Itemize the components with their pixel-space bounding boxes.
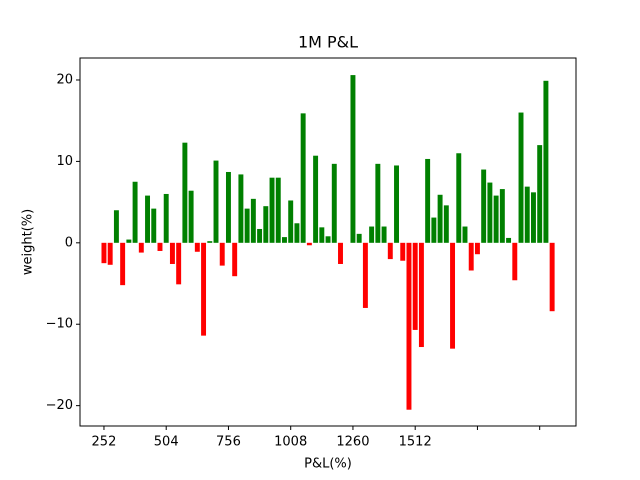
bar bbox=[530, 192, 536, 243]
bar bbox=[456, 153, 462, 243]
bar bbox=[107, 242, 113, 265]
x-axis-label: P&L(%) bbox=[304, 457, 352, 472]
x-tick-label: 756 bbox=[216, 435, 241, 450]
bar bbox=[462, 226, 468, 243]
bar bbox=[362, 242, 368, 308]
bar bbox=[138, 242, 144, 253]
bar bbox=[543, 80, 549, 243]
bar bbox=[101, 242, 107, 264]
bar bbox=[126, 239, 132, 243]
x-tick-label: 1260 bbox=[336, 435, 369, 450]
bar bbox=[412, 242, 418, 330]
bar bbox=[431, 217, 437, 243]
bar bbox=[120, 242, 126, 286]
bar bbox=[213, 160, 219, 243]
bar bbox=[232, 242, 238, 277]
x-tick-label: 1512 bbox=[399, 435, 432, 450]
bar bbox=[481, 169, 487, 243]
bar bbox=[194, 242, 200, 252]
bar bbox=[263, 206, 269, 243]
bar bbox=[338, 242, 343, 264]
bar bbox=[113, 210, 119, 243]
bar bbox=[163, 193, 169, 243]
bar bbox=[468, 242, 474, 271]
bar bbox=[207, 241, 213, 243]
bar bbox=[306, 242, 312, 246]
bar bbox=[450, 242, 456, 349]
bar bbox=[201, 242, 207, 336]
x-tick-label: 504 bbox=[154, 435, 179, 450]
y-tick-label: 0 bbox=[65, 235, 73, 250]
bar bbox=[257, 228, 263, 243]
bar bbox=[145, 195, 151, 243]
bar bbox=[282, 237, 287, 243]
bar bbox=[300, 113, 306, 243]
bar bbox=[188, 190, 194, 243]
bar bbox=[313, 155, 319, 243]
y-axis-label: weight(%) bbox=[21, 209, 36, 275]
bar bbox=[356, 233, 362, 243]
y-tick-label: 10 bbox=[56, 154, 73, 169]
bar bbox=[151, 208, 157, 243]
y-tick-label: 20 bbox=[56, 72, 73, 87]
chart-title: 1M P&L bbox=[298, 33, 358, 52]
bar bbox=[406, 242, 412, 410]
bar bbox=[269, 177, 275, 243]
bar bbox=[331, 163, 337, 243]
bar bbox=[381, 226, 387, 243]
x-tick-label: 252 bbox=[92, 435, 117, 450]
bar bbox=[238, 174, 244, 243]
bar bbox=[493, 195, 499, 243]
bar bbox=[250, 198, 256, 243]
y-tick-label: −20 bbox=[46, 398, 73, 413]
bar bbox=[225, 171, 231, 243]
bar bbox=[319, 227, 325, 243]
bar bbox=[182, 142, 188, 243]
bar bbox=[369, 226, 375, 243]
bar bbox=[549, 242, 555, 312]
bar bbox=[400, 242, 406, 261]
bar bbox=[506, 237, 512, 243]
bar bbox=[176, 242, 182, 285]
bar bbox=[275, 177, 281, 243]
bar bbox=[288, 200, 294, 243]
bar bbox=[487, 182, 493, 243]
bar bbox=[394, 165, 399, 243]
bar bbox=[244, 208, 250, 243]
bar bbox=[425, 158, 431, 243]
bar bbox=[437, 194, 443, 243]
bar bbox=[418, 242, 424, 348]
bar bbox=[518, 112, 524, 243]
bar bbox=[443, 205, 449, 243]
x-tick-label: 1008 bbox=[274, 435, 307, 450]
bar bbox=[512, 242, 518, 281]
bar bbox=[474, 242, 480, 255]
bar bbox=[375, 163, 381, 243]
bar bbox=[294, 223, 300, 243]
bar bbox=[219, 242, 225, 266]
bar bbox=[132, 181, 138, 243]
bar bbox=[537, 145, 543, 243]
y-tick-label: −10 bbox=[46, 317, 73, 332]
bar bbox=[524, 186, 530, 243]
bar bbox=[169, 242, 175, 264]
plot-frame bbox=[79, 57, 577, 427]
bar bbox=[350, 75, 356, 243]
bar bbox=[325, 236, 331, 243]
bar bbox=[157, 242, 163, 251]
bar bbox=[499, 189, 505, 243]
bar bbox=[387, 242, 393, 260]
